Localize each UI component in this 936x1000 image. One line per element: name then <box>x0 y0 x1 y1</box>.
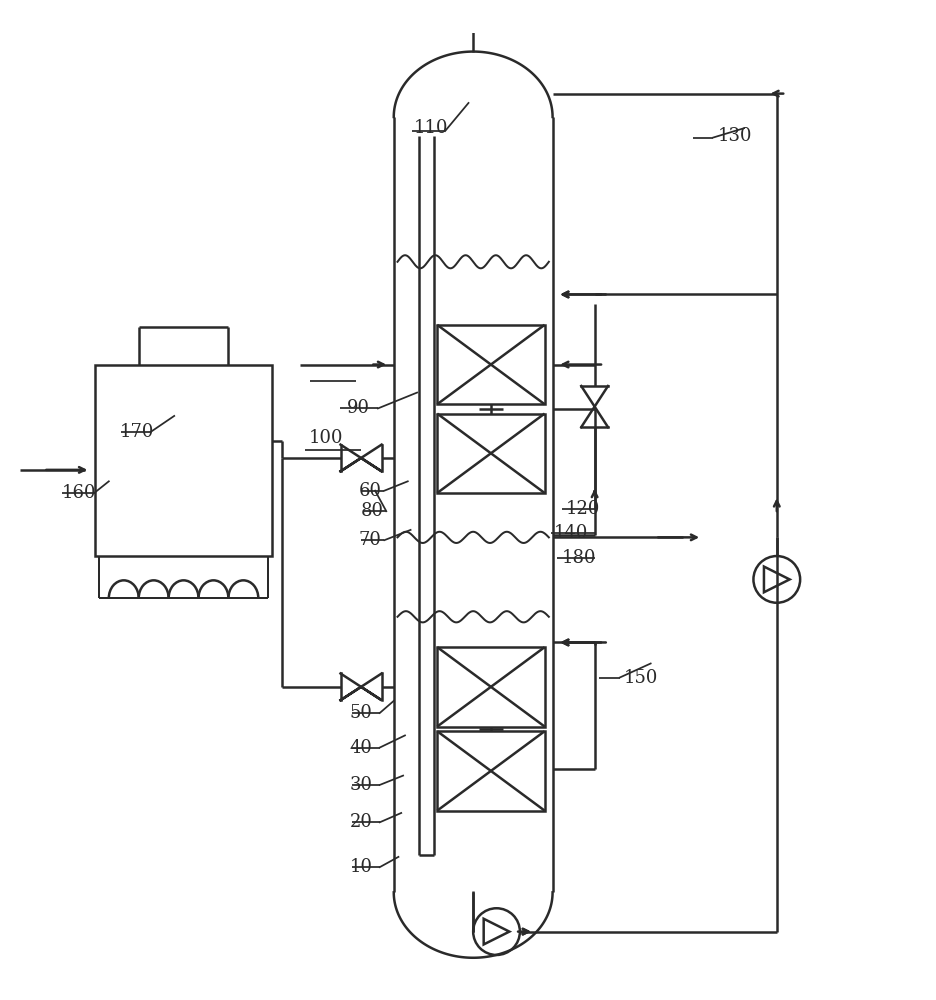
Text: 120: 120 <box>565 500 600 518</box>
Text: 130: 130 <box>717 127 752 145</box>
Bar <box>437 325 544 404</box>
Text: 20: 20 <box>349 813 373 831</box>
Text: 10: 10 <box>349 858 373 876</box>
Bar <box>95 365 272 556</box>
Bar <box>437 414 544 493</box>
Text: 90: 90 <box>346 399 370 417</box>
Text: 100: 100 <box>309 429 344 447</box>
Text: 40: 40 <box>349 739 373 757</box>
Text: 160: 160 <box>62 484 96 502</box>
Text: 50: 50 <box>349 704 373 722</box>
Text: 140: 140 <box>553 524 588 542</box>
Text: 80: 80 <box>360 502 384 520</box>
Text: 110: 110 <box>414 119 448 137</box>
Bar <box>437 647 544 727</box>
Text: 70: 70 <box>358 531 382 549</box>
Text: 170: 170 <box>120 423 154 441</box>
Text: 150: 150 <box>623 669 658 687</box>
Text: 180: 180 <box>561 549 595 567</box>
Text: 60: 60 <box>358 482 382 500</box>
Text: 30: 30 <box>349 776 373 794</box>
Bar <box>437 731 544 811</box>
